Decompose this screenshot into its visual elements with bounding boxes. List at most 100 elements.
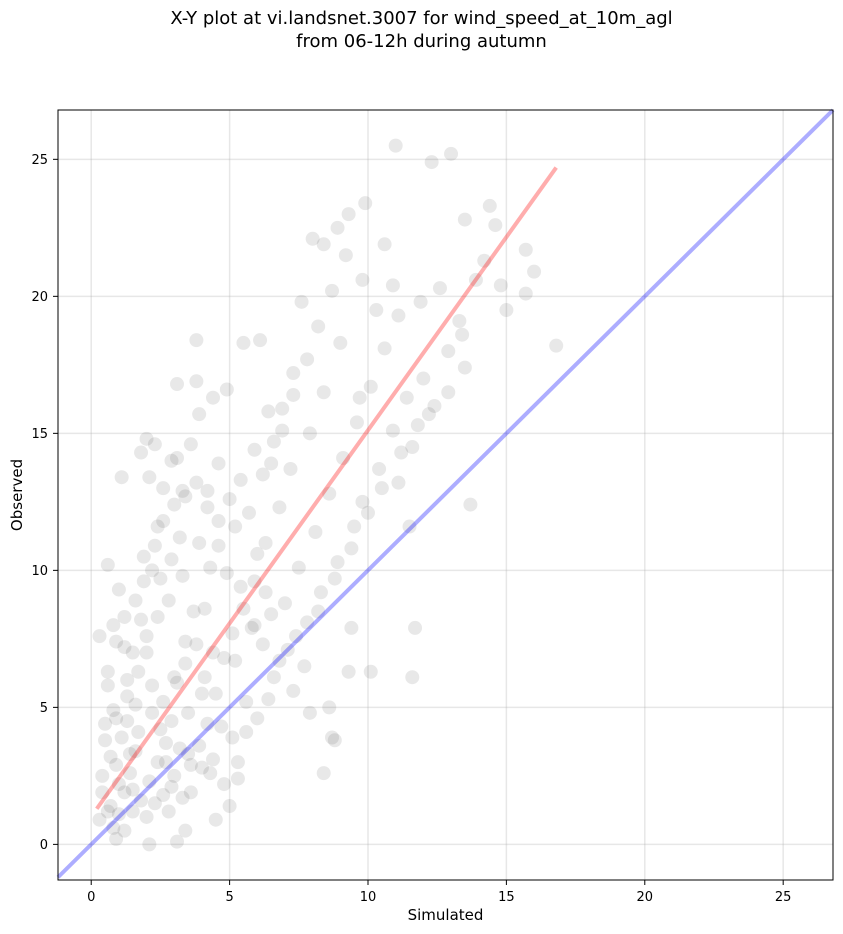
x-tick-label: 25 bbox=[775, 890, 792, 905]
data-point bbox=[164, 453, 179, 468]
y-tick-label: 0 bbox=[40, 838, 48, 853]
data-point bbox=[95, 785, 110, 800]
data-point bbox=[206, 645, 220, 660]
data-point bbox=[111, 582, 126, 597]
data-point bbox=[106, 618, 121, 633]
data-point bbox=[109, 757, 124, 772]
data-point bbox=[493, 278, 508, 293]
data-point bbox=[316, 237, 331, 252]
data-point bbox=[147, 538, 162, 553]
data-point bbox=[158, 735, 173, 750]
data-point bbox=[302, 705, 317, 720]
data-point bbox=[111, 777, 126, 792]
data-point bbox=[305, 231, 320, 246]
data-point bbox=[325, 730, 340, 745]
data-point bbox=[452, 313, 467, 328]
data-point bbox=[139, 629, 154, 644]
data-point bbox=[286, 366, 301, 381]
data-point bbox=[230, 755, 245, 770]
y-tick-label: 10 bbox=[31, 564, 48, 579]
data-point bbox=[100, 664, 115, 679]
data-point bbox=[275, 423, 290, 438]
data-point bbox=[322, 486, 337, 501]
data-point bbox=[98, 716, 113, 731]
data-point bbox=[225, 626, 240, 641]
data-point bbox=[192, 738, 207, 753]
data-point bbox=[322, 700, 337, 715]
data-point bbox=[139, 431, 154, 446]
data-point bbox=[264, 607, 279, 622]
data-point bbox=[333, 335, 348, 350]
data-point bbox=[413, 294, 428, 309]
data-point bbox=[136, 549, 151, 564]
data-point bbox=[120, 672, 135, 687]
data-point bbox=[236, 335, 251, 350]
data-point bbox=[106, 703, 121, 718]
data-point bbox=[280, 642, 295, 657]
data-point bbox=[457, 360, 472, 375]
data-point bbox=[327, 571, 342, 586]
data-point bbox=[172, 530, 187, 545]
data-point bbox=[189, 333, 204, 348]
data-point bbox=[120, 714, 135, 729]
data-point bbox=[139, 645, 154, 660]
data-point bbox=[275, 401, 290, 416]
data-point bbox=[211, 514, 226, 529]
data-point bbox=[170, 377, 185, 392]
data-point bbox=[261, 404, 276, 419]
data-point bbox=[217, 777, 232, 792]
data-point bbox=[208, 812, 223, 827]
data-point bbox=[424, 155, 439, 170]
data-point bbox=[297, 659, 312, 674]
data-point bbox=[192, 535, 207, 550]
data-point bbox=[482, 198, 497, 213]
data-point bbox=[100, 804, 115, 819]
data-point bbox=[181, 746, 196, 761]
data-point bbox=[125, 782, 140, 797]
data-point bbox=[311, 319, 326, 334]
data-point bbox=[150, 609, 165, 624]
data-point bbox=[341, 664, 356, 679]
data-point bbox=[106, 820, 121, 835]
data-point bbox=[302, 426, 317, 441]
data-point bbox=[239, 694, 254, 709]
data-point bbox=[385, 423, 400, 438]
data-point bbox=[167, 768, 182, 783]
data-point bbox=[211, 538, 226, 553]
data-point bbox=[170, 451, 185, 466]
data-point bbox=[399, 390, 414, 405]
data-point bbox=[347, 519, 362, 534]
data-point bbox=[150, 519, 165, 534]
x-tick-label: 15 bbox=[498, 890, 515, 905]
data-point bbox=[203, 560, 218, 575]
regression-line bbox=[95, 166, 558, 810]
data-point bbox=[100, 557, 115, 572]
data-point bbox=[147, 437, 162, 452]
data-point bbox=[189, 374, 204, 389]
data-point bbox=[211, 456, 226, 471]
data-point bbox=[156, 694, 171, 709]
chart-title-line-1: X-Y plot at vi.landsnet.3007 for wind_sp… bbox=[170, 8, 673, 29]
data-point bbox=[374, 481, 389, 496]
data-point bbox=[311, 604, 326, 619]
data-point bbox=[341, 207, 356, 222]
data-point bbox=[388, 138, 403, 153]
data-point bbox=[219, 382, 234, 397]
data-point bbox=[186, 604, 201, 619]
data-point bbox=[183, 785, 198, 800]
data-point bbox=[408, 620, 423, 635]
data-point bbox=[432, 281, 447, 296]
data-point bbox=[156, 514, 171, 529]
data-point bbox=[98, 733, 113, 748]
x-tick-label: 5 bbox=[225, 890, 233, 905]
data-point bbox=[468, 272, 483, 287]
data-point bbox=[427, 398, 442, 413]
data-point bbox=[219, 566, 234, 581]
data-point bbox=[488, 218, 503, 233]
data-point bbox=[197, 670, 212, 685]
data-point bbox=[128, 744, 143, 759]
data-point bbox=[197, 601, 212, 616]
data-point bbox=[192, 407, 207, 422]
data-point bbox=[103, 749, 118, 764]
data-point bbox=[294, 294, 309, 309]
